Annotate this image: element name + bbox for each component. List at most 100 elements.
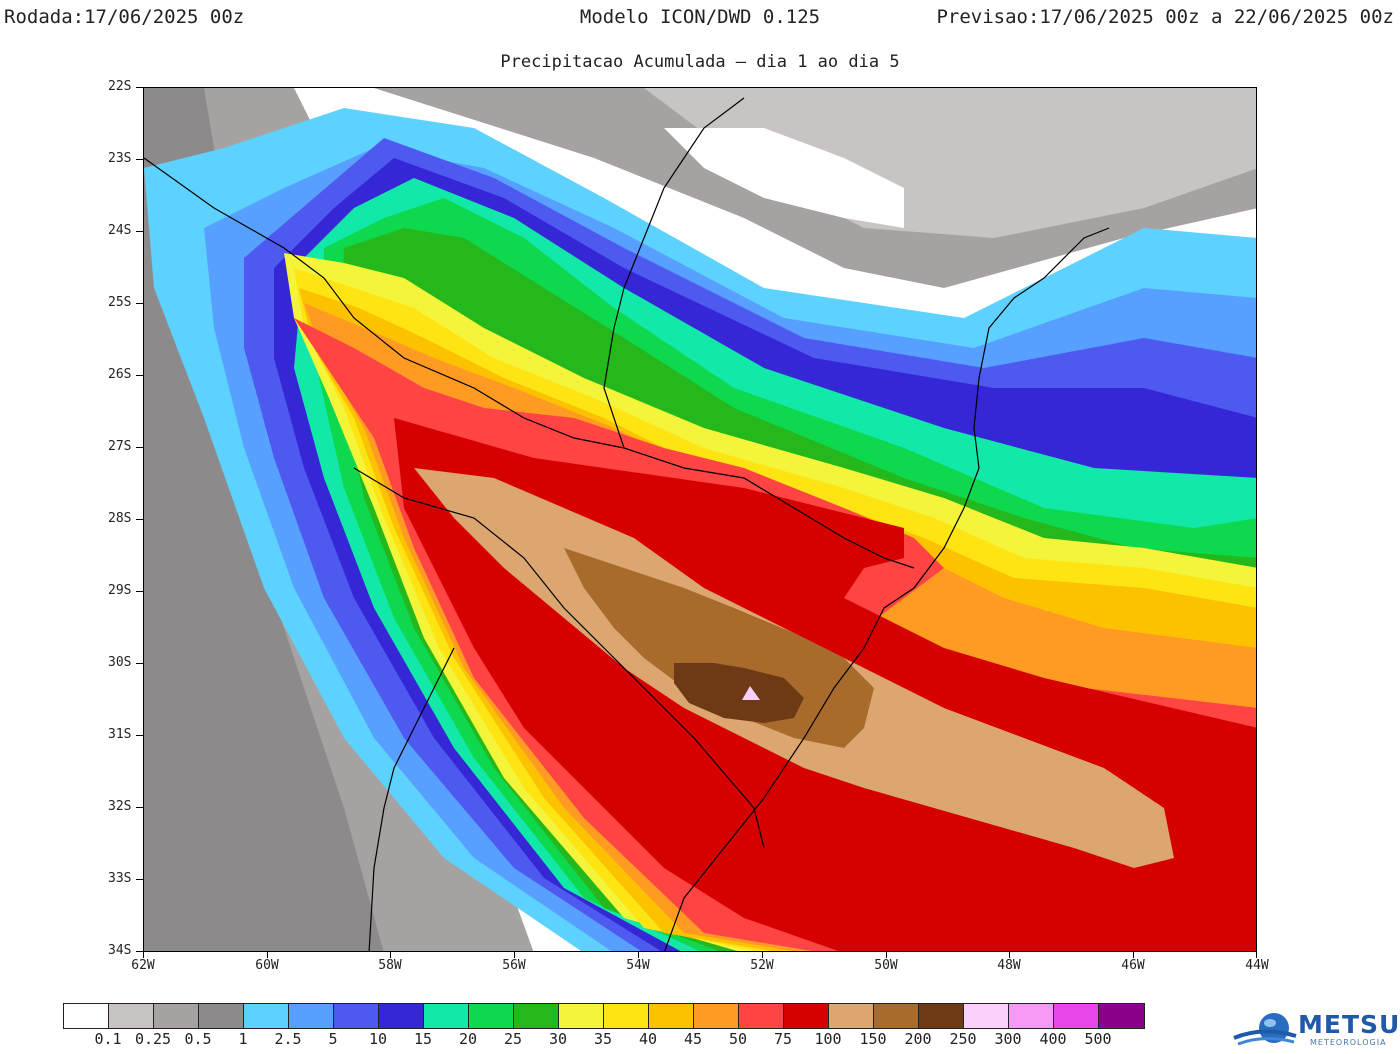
colorbar-label: 0.5: [184, 1030, 212, 1048]
precip-band-300: [742, 686, 760, 700]
lon-label: 46W: [1121, 958, 1145, 973]
forecast-value: 17/06/2025 00z a 22/06/2025 00z: [1039, 6, 1394, 28]
colorbar-swatch: [199, 1004, 244, 1028]
colorbar-label: 500: [1084, 1030, 1112, 1048]
lat-tick: [136, 87, 143, 88]
colorbar: [63, 1003, 1145, 1029]
lon-tick: [390, 952, 391, 958]
colorbar-swatch: [289, 1004, 334, 1028]
lon-label: 48W: [997, 958, 1021, 973]
colorbar-swatch: [694, 1004, 739, 1028]
lon-tick: [514, 952, 515, 958]
colorbar-swatch: [1054, 1004, 1099, 1028]
lat-label: 31S: [108, 727, 132, 742]
lon-label: 56W: [502, 958, 526, 973]
colorbar-swatch: [424, 1004, 469, 1028]
lat-tick: [136, 447, 143, 448]
colorbar-swatch: [379, 1004, 424, 1028]
colorbar-label: 300: [994, 1030, 1022, 1048]
colorbar-label: 1: [238, 1030, 248, 1048]
model-title: Modelo ICON/DWD 0.125: [579, 6, 821, 28]
logo-text: METSUL: [1298, 1010, 1400, 1039]
lon-label: 60W: [255, 958, 279, 973]
lat-label: 30S: [108, 655, 132, 670]
colorbar-swatch: [244, 1004, 289, 1028]
colorbar-swatch: [559, 1004, 604, 1028]
lon-tick: [267, 952, 268, 958]
lat-label: 33S: [108, 871, 132, 886]
boundaries: [144, 97, 1110, 951]
colorbar-label: 20: [458, 1030, 478, 1048]
lon-tick: [1256, 952, 1257, 958]
lon-tick: [886, 952, 887, 958]
precip-band-ne-0.1: [664, 128, 904, 228]
lat-label: 32S: [108, 799, 132, 814]
lat-label: 22S: [108, 79, 132, 94]
lat-tick: [136, 519, 143, 520]
border-rs-uruguay: [353, 467, 765, 849]
lat-label: 29S: [108, 583, 132, 598]
colorbar-swatch: [514, 1004, 559, 1028]
colorbar-label: 15: [413, 1030, 433, 1048]
lon-label: 54W: [626, 958, 650, 973]
forecast-label: Previsao:: [936, 6, 1040, 28]
lat-tick: [136, 231, 143, 232]
colorbar-swatch: [649, 1004, 694, 1028]
metsul-logo: METSUL METEOROLOGIA: [1232, 1008, 1400, 1050]
border-uruguay-argentina: [368, 647, 455, 951]
colorbar-label: 200: [904, 1030, 932, 1048]
colorbar-swatch: [334, 1004, 379, 1028]
lat-label: 27S: [108, 439, 132, 454]
run-info: Rodada:17/06/2025 00z: [4, 6, 244, 28]
forecast-info: Previsao:17/06/2025 00z a 22/06/2025 00z: [936, 6, 1394, 28]
precip-band-250: [674, 663, 804, 723]
colorbar-label: 100: [814, 1030, 842, 1048]
lat-tick: [136, 375, 143, 376]
lat-label: 24S: [108, 223, 132, 238]
lat-label: 28S: [108, 511, 132, 526]
colorbar-swatch: [109, 1004, 154, 1028]
lon-label: 52W: [750, 958, 774, 973]
lon-tick: [762, 952, 763, 958]
colorbar-swatch: [964, 1004, 1009, 1028]
colorbar-label: 400: [1039, 1030, 1067, 1048]
lat-tick: [136, 591, 143, 592]
lon-tick: [143, 952, 144, 958]
globe-icon: [1233, 1013, 1297, 1046]
colorbar-label: 2.5: [274, 1030, 302, 1048]
colorbar-label: 30: [548, 1030, 568, 1048]
lon-label: 44W: [1245, 958, 1269, 973]
lat-tick: [136, 303, 143, 304]
colorbar-swatch: [784, 1004, 829, 1028]
colorbar-label: 5: [328, 1030, 338, 1048]
colorbar-label: 45: [683, 1030, 703, 1048]
colorbar-label: 40: [638, 1030, 658, 1048]
lon-label: 62W: [131, 958, 155, 973]
colorbar-swatch: [64, 1004, 109, 1028]
lon-tick: [1009, 952, 1010, 958]
lat-tick: [136, 663, 143, 664]
colorbar-label: 0.1: [94, 1030, 122, 1048]
colorbar-swatch: [469, 1004, 514, 1028]
precip-band-ne-0.25: [644, 88, 1256, 238]
run-label: Rodada:: [4, 6, 85, 28]
lat-label: 26S: [108, 367, 132, 382]
lat-tick: [136, 159, 143, 160]
colorbar-swatch: [1009, 1004, 1054, 1028]
colorbar-label: 10: [368, 1030, 388, 1048]
colorbar-label: 150: [859, 1030, 887, 1048]
colorbar-label: 250: [949, 1030, 977, 1048]
precipitation-field: [144, 88, 1256, 951]
colorbar-label: 35: [593, 1030, 613, 1048]
lon-tick: [1133, 952, 1134, 958]
lon-label: 58W: [378, 958, 402, 973]
lat-label: 23S: [108, 151, 132, 166]
colorbar-swatch: [1099, 1004, 1144, 1028]
colorbar-swatch: [829, 1004, 874, 1028]
lon-label: 50W: [874, 958, 898, 973]
colorbar-label: 25: [503, 1030, 523, 1048]
colorbar-label: 50: [728, 1030, 748, 1048]
colorbar-swatch: [154, 1004, 199, 1028]
colorbar-swatch: [604, 1004, 649, 1028]
lat-tick: [136, 879, 143, 880]
